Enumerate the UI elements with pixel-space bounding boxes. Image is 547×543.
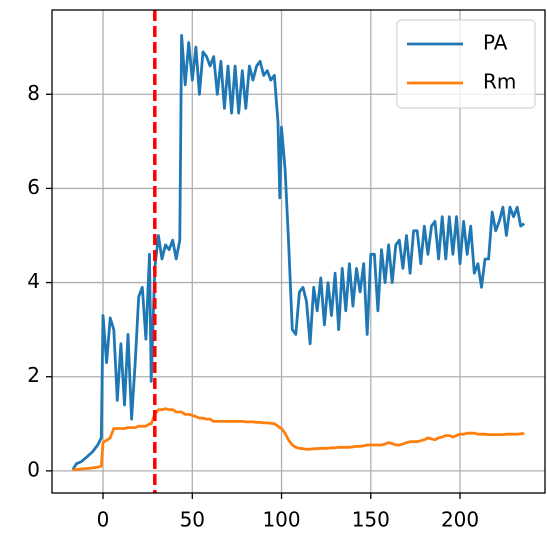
legend-box (396, 19, 536, 109)
plot-frame (51, 9, 546, 494)
data-line (72, 407, 525, 472)
y-tick-label: 4 (27, 269, 40, 293)
x-tick-label: 200 (441, 508, 479, 532)
x-tick-label: 150 (352, 508, 390, 532)
y-tick-label: 8 (27, 81, 40, 105)
y-tick-label: 2 (27, 363, 40, 387)
data-line (71, 34, 526, 471)
y-tick-label: 6 (27, 175, 40, 199)
legend-label: Rm (483, 70, 516, 94)
x-tick-label: 100 (262, 508, 300, 532)
y-tick-label: 0 (27, 457, 40, 481)
x-tick-label: 0 (97, 508, 110, 532)
x-tick-label: 50 (180, 508, 205, 532)
legend-label: PA (483, 31, 508, 55)
